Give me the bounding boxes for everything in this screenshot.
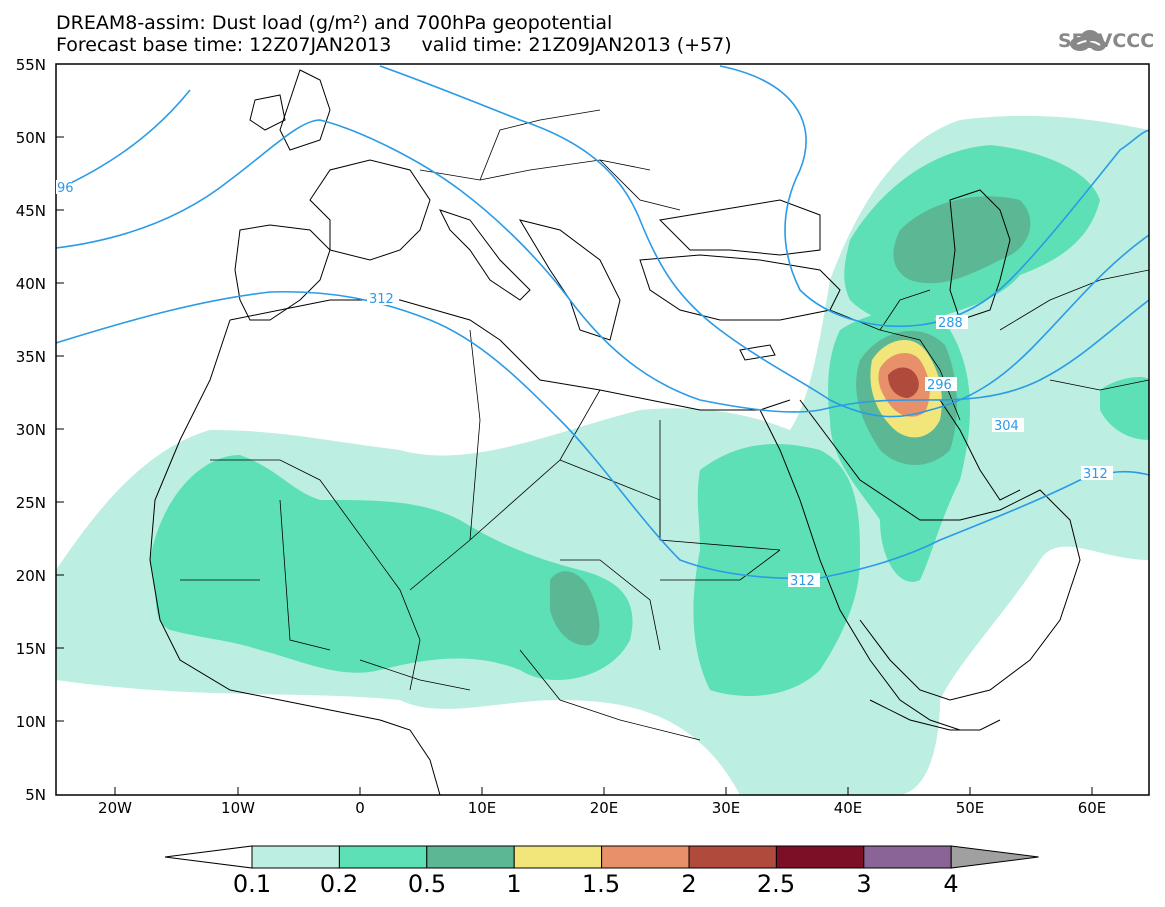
map-title: DREAM8-assim: Dust load (g/m²) and 700hP… — [56, 12, 613, 34]
colorbar-label: 3 — [856, 870, 872, 898]
lat-label: 10N — [15, 713, 46, 731]
lon-label: 60E — [1077, 799, 1107, 817]
contour-labels: 96 312 288 296 304 312 312 — [56, 180, 1113, 589]
contour-label: 296 — [927, 378, 952, 393]
lat-label: 35N — [15, 348, 46, 366]
contour-label: 288 — [938, 316, 963, 331]
colorbar-min-arrow — [164, 845, 253, 869]
colorbar-swatch — [601, 845, 690, 869]
axis-ticks — [56, 136, 1093, 795]
lon-label: 20W — [98, 799, 132, 817]
lon-label: 50E — [955, 799, 985, 817]
coastlines — [149, 69, 1081, 795]
colorbar-swatch — [513, 845, 603, 869]
lat-label: 25N — [15, 494, 46, 512]
lat-label: 15N — [15, 640, 46, 658]
lon-label: 0 — [355, 799, 365, 817]
lon-label: 20E — [589, 799, 619, 817]
colorbar-label: 2.5 — [756, 870, 796, 898]
colorbar-swatch — [688, 845, 777, 869]
contour-label: 304 — [994, 419, 1019, 434]
lat-label: 40N — [15, 275, 46, 293]
forecast-time-subtitle: Forecast base time: 12Z07JAN2013 valid t… — [56, 34, 732, 56]
colorbar-swatch — [863, 845, 952, 869]
lat-label: 20N — [15, 567, 46, 585]
lat-label: 30N — [15, 421, 46, 439]
colorbar-label: 1 — [506, 870, 522, 898]
colorbar-swatch — [338, 845, 428, 869]
colorbar-max-arrow — [950, 845, 1039, 869]
colorbar-label: 0.2 — [319, 870, 359, 898]
lat-label: 45N — [15, 202, 46, 220]
lon-label: 40E — [833, 799, 863, 817]
lat-label: 5N — [25, 786, 46, 804]
lon-label: 10W — [221, 799, 255, 817]
colorbar-label: 1.5 — [581, 870, 621, 898]
dust-shading-level-2 — [150, 145, 1149, 696]
seevccc-logo — [1070, 30, 1106, 51]
country-borders — [180, 109, 1149, 741]
contour-label: 312 — [1083, 467, 1108, 482]
lon-label: 30E — [711, 799, 741, 817]
colorbar — [164, 845, 1039, 869]
dust-shading-level-6 — [888, 367, 919, 398]
colorbar-swatch — [251, 845, 340, 869]
contour-label: 312 — [369, 292, 394, 307]
lat-label: 55N — [15, 56, 46, 74]
lat-label: 50N — [15, 129, 46, 147]
contour-label: 96 — [57, 181, 74, 196]
geopotential-contours — [56, 65, 1149, 580]
cloud-icon — [1070, 30, 1106, 51]
contour-label: 312 — [790, 574, 815, 589]
colorbar-swatch — [426, 845, 515, 869]
colorbar-label: 0.1 — [232, 870, 272, 898]
colorbar-swatch — [775, 845, 865, 869]
colorbar-label: 4 — [943, 870, 959, 898]
colorbar-label: 0.5 — [407, 870, 447, 898]
lon-label: 10E — [467, 799, 497, 817]
logo-text: SEEVCCC — [1058, 30, 1155, 52]
colorbar-label: 2 — [681, 870, 697, 898]
